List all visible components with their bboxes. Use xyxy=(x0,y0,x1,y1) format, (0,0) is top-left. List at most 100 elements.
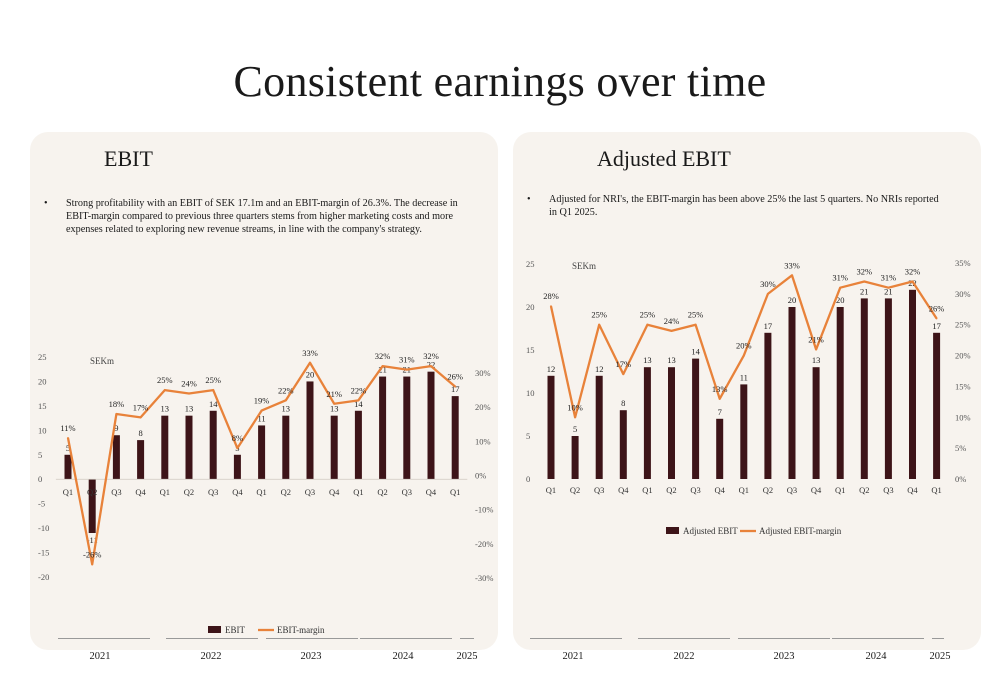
bar-data-label: 21 xyxy=(378,365,387,375)
margin-point xyxy=(791,274,793,277)
y-right-tick-label: 30% xyxy=(955,289,971,299)
year-divider xyxy=(638,638,730,639)
y-right-tick-label: 20% xyxy=(955,351,971,361)
x-tick-label: Q4 xyxy=(811,485,822,495)
bar xyxy=(112,435,120,480)
line-data-label: 31% xyxy=(881,273,897,283)
bar xyxy=(185,415,193,480)
year-divider xyxy=(530,638,622,639)
x-tick-label: Q1 xyxy=(739,485,749,495)
y-left-tick-label: 15 xyxy=(38,401,47,411)
bar-data-label: 20 xyxy=(836,295,845,305)
bar-data-label: 17 xyxy=(932,321,941,331)
bar xyxy=(836,307,844,479)
y-right-tick-label: 0% xyxy=(955,474,966,484)
x-tick-label: Q2 xyxy=(377,487,387,497)
bar-data-label: 14 xyxy=(691,347,700,357)
legend-label: EBIT xyxy=(225,625,245,635)
line-data-label: 28% xyxy=(543,291,559,301)
margin-point xyxy=(670,329,673,332)
line-data-label: -26% xyxy=(83,549,101,559)
year-divider xyxy=(738,638,830,639)
line-data-label: 21% xyxy=(808,334,824,344)
y-left-tick-label: 15 xyxy=(526,345,535,355)
bar xyxy=(354,410,362,480)
bar-data-label: 9 xyxy=(114,423,118,433)
x-tick-label: Q2 xyxy=(666,485,676,495)
year-divider xyxy=(360,638,452,639)
margin-point xyxy=(430,365,432,368)
y-left-tick-label: 10 xyxy=(38,425,47,435)
margin-point xyxy=(67,437,69,439)
bar-data-label: 5 xyxy=(66,443,70,453)
x-tick-label: Q1 xyxy=(353,487,363,497)
bar xyxy=(330,415,338,480)
y-right-tick-label: 15% xyxy=(955,381,971,391)
y-right-tick-label: 20% xyxy=(475,402,491,412)
bar xyxy=(619,410,627,479)
bar xyxy=(403,376,411,480)
line-data-label: 17% xyxy=(616,359,632,369)
bar-data-label: 7 xyxy=(718,407,722,417)
bar xyxy=(451,396,459,480)
x-tick-label: Q3 xyxy=(305,487,315,497)
adjusted-ebit-commentary: • Adjusted for NRI's, the EBIT-margin ha… xyxy=(527,193,947,219)
line-data-label: 33% xyxy=(302,348,318,358)
y-left-tick-label: -10 xyxy=(38,523,49,533)
x-tick-label: Q3 xyxy=(690,485,700,495)
x-tick-label: Q3 xyxy=(787,485,797,495)
ebit-panel-title: EBIT xyxy=(104,146,153,171)
year-divider xyxy=(932,638,944,639)
year-label-2023: 2023 xyxy=(300,651,322,662)
bar-data-label: 14 xyxy=(354,399,363,409)
bar xyxy=(233,454,241,480)
x-tick-label: Q4 xyxy=(135,487,146,497)
bar xyxy=(692,358,700,479)
page-title: Consistent earnings over time xyxy=(233,57,767,106)
margin-point xyxy=(381,365,384,368)
margin-point xyxy=(718,397,721,400)
legend-label: Adjusted EBIT-margin xyxy=(759,526,842,536)
y-left-tick-label: 10 xyxy=(526,388,535,398)
bullet-icon: • xyxy=(44,198,48,209)
legend-swatch-bar xyxy=(666,527,679,534)
bar-data-label: -11 xyxy=(87,535,98,545)
y-right-tick-label: -20% xyxy=(475,539,493,549)
x-tick-label: Q4 xyxy=(907,485,918,495)
bar-data-label: 13 xyxy=(667,355,676,365)
line-data-label: 32% xyxy=(905,267,921,277)
x-tick-label: Q4 xyxy=(618,485,629,495)
bar xyxy=(258,425,266,480)
margin-point xyxy=(767,292,769,295)
x-tick-label: Q2 xyxy=(570,485,580,495)
bar xyxy=(764,332,772,479)
margin-point xyxy=(911,280,914,283)
margin-point xyxy=(405,368,408,371)
bar-data-label: 12 xyxy=(547,364,556,374)
margin-point xyxy=(163,389,166,391)
margin-point xyxy=(574,416,576,419)
year-label-2023: 2023 xyxy=(773,651,795,662)
bar xyxy=(137,440,145,480)
x-tick-label: Q1 xyxy=(835,485,845,495)
y-left-tick-label: 5 xyxy=(38,450,42,460)
year-divider xyxy=(166,638,258,639)
line-data-label: 32% xyxy=(375,351,391,361)
margin-point xyxy=(139,416,142,419)
bar xyxy=(788,307,796,479)
margin-point xyxy=(887,286,890,289)
x-tick-label: Q2 xyxy=(763,485,773,495)
margin-point xyxy=(646,323,649,326)
bar xyxy=(64,454,72,480)
bar xyxy=(668,367,675,479)
y-left-tick-label: -20 xyxy=(38,572,49,582)
line-data-label: 25% xyxy=(157,375,173,385)
bar-data-label: 13 xyxy=(812,355,821,365)
margin-point xyxy=(91,563,94,566)
line-data-label: 25% xyxy=(688,310,704,320)
bar-data-label: 17 xyxy=(451,384,460,394)
bar-data-label: 21 xyxy=(884,286,893,296)
bar xyxy=(547,375,555,479)
x-tick-label: Q1 xyxy=(256,487,266,497)
